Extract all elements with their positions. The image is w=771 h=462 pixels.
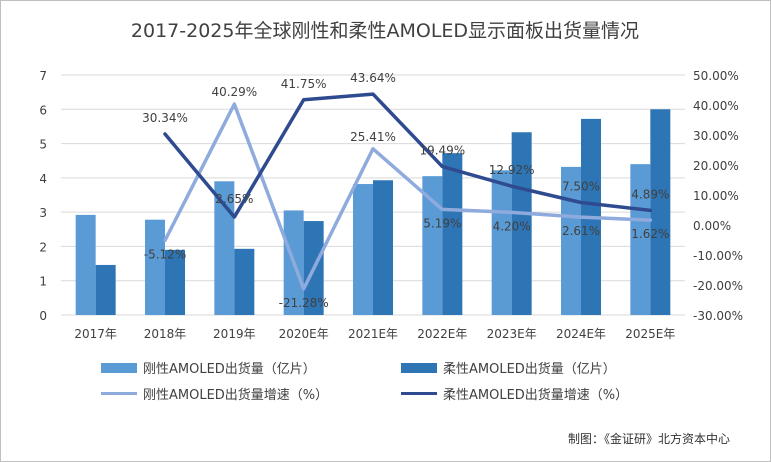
legend-item-rigid-growth: 刚性AMOLED出货量增速（%） bbox=[101, 384, 328, 403]
bar-rigid bbox=[75, 214, 96, 315]
right-axis-tick-label: -30.00% bbox=[693, 309, 743, 323]
right-axis-tick-label: 50.00% bbox=[693, 69, 739, 83]
x-axis-tick-label: 2018年 bbox=[144, 327, 187, 341]
data-label-rigid-growth: 1.62% bbox=[631, 227, 669, 241]
bar-flexible bbox=[234, 248, 255, 315]
line-flexible-growth bbox=[163, 92, 653, 219]
x-axis-tick-label: 2025E年 bbox=[625, 327, 675, 341]
left-axis-tick-label: 4 bbox=[39, 172, 47, 186]
bar-rigid bbox=[422, 176, 443, 315]
left-axis-tick-label: 2 bbox=[39, 240, 47, 254]
x-axis-tick-label: 2020E年 bbox=[279, 327, 329, 341]
data-label-rigid-growth: 4.20% bbox=[493, 219, 531, 233]
data-label-rigid-growth: 25.41% bbox=[350, 130, 396, 144]
data-label-rigid-growth: 40.29% bbox=[211, 85, 257, 99]
legend-item-rigid-volume: 刚性AMOLED出货量（亿片） bbox=[101, 358, 316, 377]
data-label-flexible-growth: 19.49% bbox=[419, 144, 465, 158]
legend-swatch-rigid-volume bbox=[101, 362, 137, 373]
line-rigid-growth bbox=[163, 102, 653, 291]
legend-swatch-flexible-growth bbox=[401, 392, 437, 395]
data-label-flexible-growth: 12.92% bbox=[489, 163, 535, 177]
data-label-rigid-growth: 2.61% bbox=[562, 224, 600, 238]
chart-title: 2017-2025年全球刚性和柔性AMOLED显示面板出货量情况 bbox=[131, 20, 639, 42]
bar-flexible bbox=[442, 153, 463, 315]
data-label-flexible-growth: 43.64% bbox=[350, 71, 396, 85]
legend-swatch-rigid-growth bbox=[101, 392, 137, 395]
left-axis-tick-label: 5 bbox=[39, 138, 47, 152]
data-label-rigid-growth: 5.19% bbox=[423, 216, 461, 230]
right-axis-tick-label: 30.00% bbox=[693, 129, 739, 143]
data-label-flexible-growth: 4.89% bbox=[631, 187, 669, 201]
x-axis-tick-label: 2022E年 bbox=[417, 327, 467, 341]
legend-label-rigid-growth: 刚性AMOLED出货量增速（%） bbox=[143, 388, 329, 403]
right-axis-tick-label: -20.00% bbox=[693, 279, 743, 293]
right-axis-tick-label: 20.00% bbox=[693, 159, 739, 173]
bar-flexible bbox=[373, 180, 393, 315]
data-label-flexible-growth: 7.50% bbox=[562, 180, 600, 194]
x-axis-tick-label: 2021E年 bbox=[348, 327, 398, 341]
data-label-rigid-growth: -21.28% bbox=[279, 296, 329, 310]
x-axis-tick-label: 2019年 bbox=[213, 327, 256, 341]
bar-rigid bbox=[353, 184, 373, 315]
right-axis-tick-label: -10.00% bbox=[693, 249, 743, 263]
legend-swatch-flexible-volume bbox=[401, 362, 437, 373]
right-axis-tick-label: 10.00% bbox=[693, 189, 739, 203]
left-axis-tick-label: 3 bbox=[39, 206, 47, 220]
legend-item-flexible-volume: 柔性AMOLED出货量（亿片） bbox=[401, 358, 616, 377]
x-axis-tick-label: 2017年 bbox=[74, 327, 117, 341]
bar-flexible bbox=[165, 249, 185, 315]
bar-rigid bbox=[214, 181, 235, 315]
data-label-flexible-growth: 41.75% bbox=[281, 77, 327, 91]
left-axis-tick-label: 7 bbox=[39, 69, 47, 83]
bar-rigid bbox=[561, 166, 581, 315]
bar-flexible bbox=[95, 264, 116, 315]
left-axis-tick-label: 1 bbox=[39, 275, 47, 289]
right-axis-tick-label: 0.00% bbox=[693, 219, 731, 233]
data-label-flexible-growth: 30.34% bbox=[142, 111, 188, 125]
bar-rigid bbox=[630, 164, 651, 315]
bar-rigid bbox=[145, 219, 165, 315]
legend-label-rigid-volume: 刚性AMOLED出货量（亿片） bbox=[143, 362, 316, 377]
bar-flexible bbox=[650, 109, 671, 316]
chart-credit: 制图：《金证研》北方资本中心 bbox=[567, 432, 730, 446]
bar-flexible bbox=[511, 132, 532, 315]
bar-rigid bbox=[491, 170, 512, 315]
right-axis-tick-label: 40.00% bbox=[693, 99, 739, 113]
legend-label-flexible-growth: 柔性AMOLED出货量增速（%） bbox=[443, 388, 629, 403]
data-label-rigid-growth: -5.12% bbox=[144, 247, 186, 261]
left-axis-tick-label: 6 bbox=[39, 103, 47, 117]
data-label-flexible-growth: 2.65% bbox=[215, 192, 253, 206]
x-axis-tick-label: 2024E年 bbox=[556, 327, 606, 341]
legend-item-flexible-growth: 柔性AMOLED出货量增速（%） bbox=[401, 384, 628, 403]
x-axis-tick-label: 2023E年 bbox=[487, 327, 537, 341]
legend-label-flexible-volume: 柔性AMOLED出货量（亿片） bbox=[443, 362, 616, 377]
left-axis-tick-label: 0 bbox=[39, 309, 47, 323]
